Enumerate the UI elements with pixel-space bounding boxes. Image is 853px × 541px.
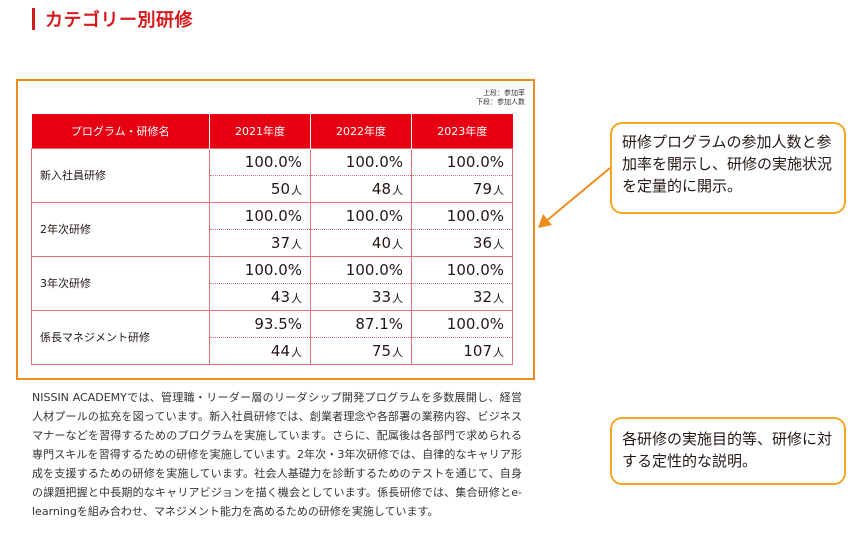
section-heading: カテゴリー別研修 xyxy=(32,6,193,32)
table-header-row: プログラム・研修名 2021年度 2022年度 2023年度 xyxy=(31,114,513,148)
table-row-rate: 2年次研修 100.0% 100.0% 100.0% xyxy=(31,201,513,257)
program-name: 2年次研修 xyxy=(31,201,210,257)
count-cell: 43人 xyxy=(209,282,311,311)
rate-cell: 100.0% xyxy=(411,255,513,284)
count-cell: 40人 xyxy=(310,228,412,257)
rate-cell: 100.0% xyxy=(209,201,311,230)
header-2022: 2022年度 xyxy=(310,114,412,148)
callout-quantitative: 研修プログラムの参加人数と参加率を開示し、研修の実施状況を定量的に開示。 xyxy=(610,122,846,214)
count-cell: 79人 xyxy=(411,174,513,203)
count-cell: 50人 xyxy=(209,174,311,203)
table-row-count: 44人 75人 107人 xyxy=(32,336,513,365)
count-cell: 44人 xyxy=(209,336,311,365)
rate-cell: 100.0% xyxy=(310,255,412,284)
rate-cell: 100.0% xyxy=(411,201,513,230)
program-name: 新入社員研修 xyxy=(31,147,210,203)
rate-cell: 87.1% xyxy=(310,309,412,338)
rate-cell: 100.0% xyxy=(411,147,513,176)
arrow-line xyxy=(544,167,611,223)
heading-accent-bar xyxy=(32,8,35,30)
rate-cell: 100.0% xyxy=(310,201,412,230)
highlight-frame: 上段：参加率 下段：参加人数 プログラム・研修名 2021年度 2022年度 2… xyxy=(16,79,535,380)
legend-line-count: 下段：参加人数 xyxy=(476,98,525,106)
count-cell: 33人 xyxy=(310,282,412,311)
count-cell: 36人 xyxy=(411,228,513,257)
header-2021: 2021年度 xyxy=(209,114,311,148)
rate-cell: 100.0% xyxy=(209,147,311,176)
program-name: 3年次研修 xyxy=(31,255,210,311)
table-row-count: 37人 40人 36人 xyxy=(32,228,513,257)
header-2023: 2023年度 xyxy=(411,114,513,148)
table-row-rate: 新入社員研修 100.0% 100.0% 100.0% xyxy=(31,147,513,203)
callout-qualitative: 各研修の実施目的等、研修に対する定性的な説明。 xyxy=(610,417,846,485)
count-cell: 107人 xyxy=(411,336,513,365)
rate-cell: 100.0% xyxy=(310,147,412,176)
table-row-rate: 係長マネジメント研修 93.5% 87.1% 100.0% xyxy=(31,309,513,365)
count-cell: 32人 xyxy=(411,282,513,311)
rate-cell: 100.0% xyxy=(209,255,311,284)
count-cell: 75人 xyxy=(310,336,412,365)
rate-cell: 100.0% xyxy=(411,309,513,338)
legend-note: 上段：参加率 下段：参加人数 xyxy=(476,89,525,107)
arrow-head-icon xyxy=(538,214,552,228)
count-cell: 48人 xyxy=(310,174,412,203)
training-table: プログラム・研修名 2021年度 2022年度 2023年度 新入社員研修 10… xyxy=(31,114,513,365)
count-cell: 37人 xyxy=(209,228,311,257)
header-program: プログラム・研修名 xyxy=(31,114,210,148)
legend-line-rate: 上段：参加率 xyxy=(483,89,525,97)
rate-cell: 93.5% xyxy=(209,309,311,338)
page-title: カテゴリー別研修 xyxy=(45,10,193,31)
table-row-rate: 3年次研修 100.0% 100.0% 100.0% xyxy=(31,255,513,311)
description-paragraph: NISSIN ACADEMYでは、管理職・リーダー層のリーダシップ開発プログラム… xyxy=(32,391,522,518)
program-name: 係長マネジメント研修 xyxy=(31,309,210,365)
